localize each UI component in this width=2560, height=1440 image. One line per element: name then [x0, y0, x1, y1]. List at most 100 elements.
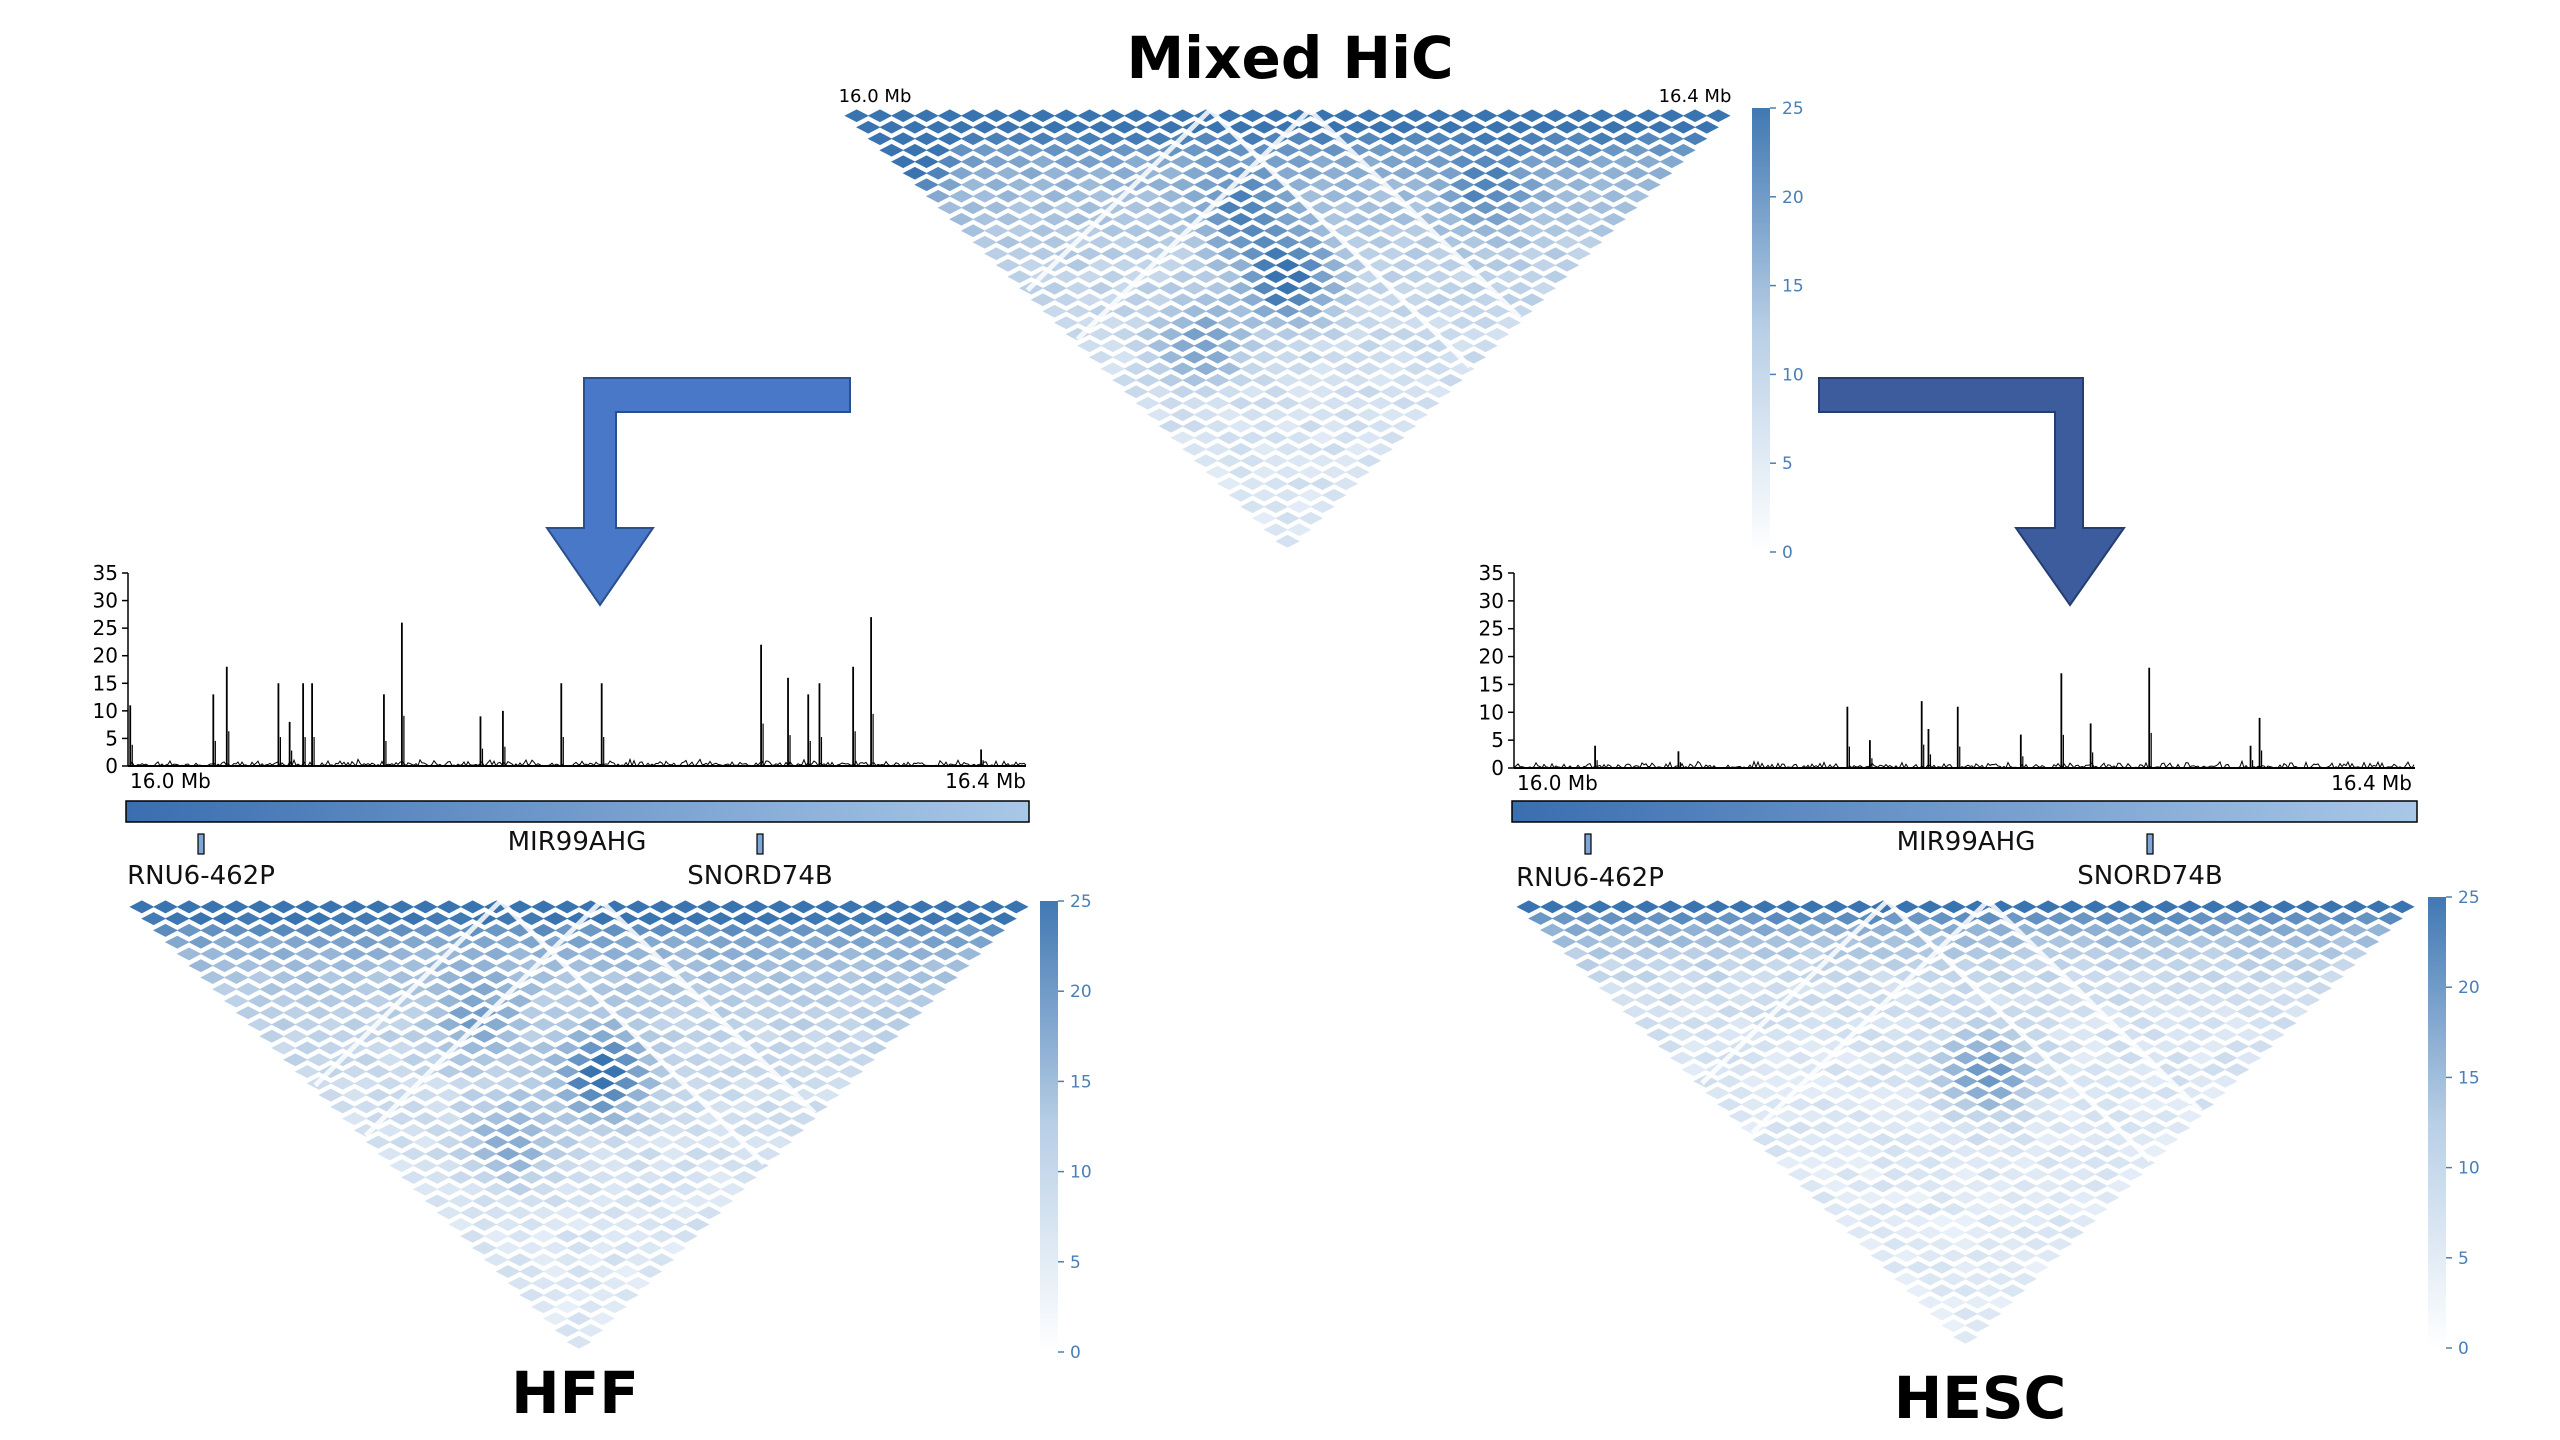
heatmap-cell — [1988, 1295, 2014, 1309]
heatmap-cell — [791, 900, 816, 914]
heatmap-cell — [1065, 143, 1091, 157]
heatmap-cell — [696, 1065, 722, 1079]
heatmap-cell — [1693, 1051, 1719, 1065]
heatmap-cell — [1251, 189, 1277, 203]
heatmap-cell — [495, 1006, 521, 1020]
heatmap-cell — [1484, 258, 1510, 272]
heatmap-cell — [972, 143, 997, 157]
heatmap-cell — [661, 1194, 686, 1208]
heatmap-cell — [755, 912, 781, 926]
heatmap-cell — [1905, 1191, 1931, 1205]
heatmap-cell — [960, 155, 986, 169]
heatmap-cell — [661, 1170, 686, 1184]
heatmap-cell — [1426, 316, 1452, 330]
heatmap-cell — [1135, 189, 1161, 203]
heatmap-cell — [1356, 132, 1382, 146]
heatmap-cell — [578, 1182, 604, 1196]
heatmap-cell — [814, 947, 840, 961]
heatmap-cell — [1508, 120, 1533, 134]
heatmap-cell — [1823, 1086, 1849, 1100]
heatmap-cell — [1286, 293, 1312, 307]
heatmap-cell — [2212, 1074, 2238, 1088]
heatmap-cell — [1905, 1051, 1931, 1065]
heatmap-cell — [696, 1182, 722, 1196]
heatmap-cell — [1634, 946, 1660, 960]
heatmap-cell — [507, 1041, 533, 1055]
heatmap-cell — [791, 1041, 816, 1055]
heatmap-cell — [306, 959, 332, 973]
heatmap-cell — [1461, 143, 1487, 157]
heatmap-cell — [1391, 327, 1417, 341]
heatmap-cell — [968, 912, 994, 926]
heatmap-cell — [1589, 109, 1615, 123]
heatmap-cell — [2012, 993, 2037, 1007]
heatmap-cell — [1112, 212, 1137, 226]
heatmap-cell — [1473, 132, 1498, 146]
heatmap-cell — [1728, 1063, 1754, 1077]
heatmap-cell — [1100, 316, 1126, 330]
heatmap-cell — [1251, 212, 1277, 226]
heatmap-cell — [554, 1135, 580, 1149]
heatmap-cell — [1449, 155, 1475, 169]
arrow-to-hesc — [1818, 377, 2126, 607]
heatmap-cell — [1752, 970, 1778, 984]
heatmap-cell — [294, 947, 320, 961]
heatmap-cell — [1508, 166, 1533, 180]
heatmap-cell — [1077, 178, 1102, 192]
heatmap-cell — [2153, 1086, 2179, 1100]
heatmap-cell — [2059, 900, 2085, 914]
heatmap-cell — [720, 1088, 746, 1102]
heatmap-cell — [2000, 935, 2026, 949]
heatmap-cell — [960, 132, 986, 146]
heatmap-cell — [1694, 120, 1719, 134]
heatmap-cell — [389, 1018, 415, 1031]
heatmap-cell — [1799, 993, 1825, 1007]
heatmap-cell — [519, 959, 545, 973]
heatmap-cell — [838, 923, 864, 937]
heatmap-cell — [1846, 900, 1872, 914]
heatmap-cell — [1776, 1039, 1801, 1053]
heatmap-cell — [972, 189, 997, 203]
heatmap-cell — [1799, 1086, 1825, 1100]
heatmap-cell — [1426, 155, 1452, 169]
heatmap-cell — [1345, 212, 1370, 226]
heatmap-cell — [1321, 120, 1347, 134]
heatmap-cell — [1217, 270, 1242, 284]
heatmap-cell — [1669, 1028, 1695, 1042]
heatmap-cell — [129, 900, 155, 914]
heatmap-cell — [1147, 339, 1172, 353]
heatmap-cell — [1205, 166, 1230, 180]
heatmap-cell — [672, 1229, 698, 1243]
heatmap-cell — [365, 1135, 391, 1149]
heatmap-cell — [1356, 431, 1382, 445]
heatmap-cell — [2342, 900, 2368, 914]
heatmap-cell — [247, 970, 273, 984]
heatmap-cell — [1380, 362, 1405, 376]
heatmap-cell — [1578, 143, 1603, 157]
heatmap-cell — [1752, 1063, 1778, 1077]
heatmap-cell — [1693, 1028, 1719, 1042]
heatmap-cell — [377, 982, 403, 996]
heatmap-cell — [1634, 923, 1660, 937]
heatmap-cell — [1205, 350, 1230, 364]
hesc-gene-marker-rnu6 — [1584, 833, 1592, 855]
heatmap-cell — [1345, 419, 1370, 433]
heatmap-cell — [602, 1041, 627, 1055]
heatmap-cell — [1882, 1144, 1908, 1158]
heatmap-cell — [1356, 293, 1382, 307]
heatmap-cell — [1496, 178, 1521, 192]
heatmap-cell — [1310, 362, 1335, 376]
heatmap-cell — [2236, 1005, 2262, 1018]
heatmap-cell — [696, 1135, 722, 1149]
heatmap-cell — [755, 935, 781, 949]
heatmap-cell — [1988, 1039, 2014, 1053]
heatmap-cell — [566, 1147, 592, 1161]
heatmap-cell — [353, 982, 379, 996]
heatmap-cell — [1438, 189, 1463, 203]
heatmap-cell — [1953, 1098, 1978, 1111]
heatmap-cell — [283, 1006, 308, 1020]
heatmap-cell — [956, 923, 982, 937]
heatmap-cell — [873, 1006, 899, 1020]
heatmap-cell — [995, 258, 1021, 272]
heatmap-cell — [519, 1006, 545, 1020]
